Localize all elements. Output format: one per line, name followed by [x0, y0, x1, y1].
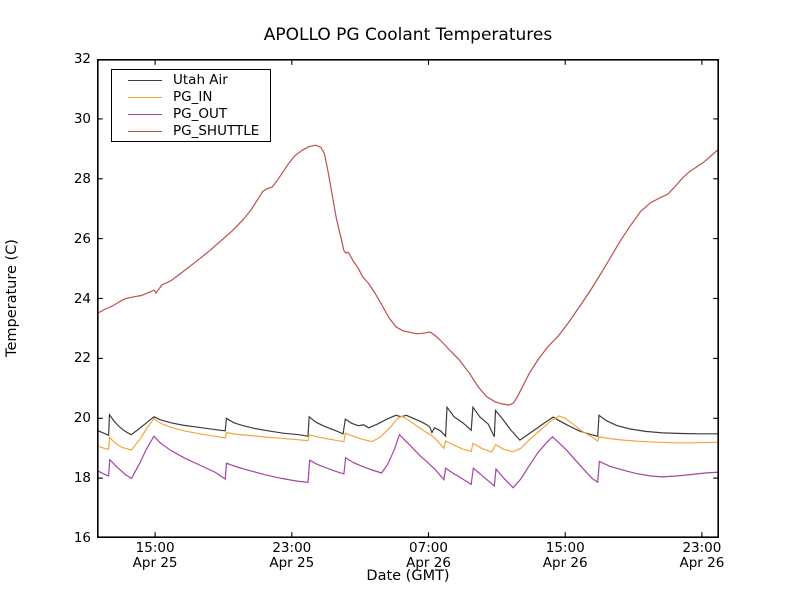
x-tick-date: Apr 26 [679, 555, 725, 571]
x-tick-time: 23:00 [272, 540, 312, 556]
x-tick-time: 23:00 [682, 540, 722, 556]
x-axis-label: Date (GMT) [366, 568, 450, 584]
x-tick-date: Apr 26 [406, 555, 451, 571]
legend-label: PG_OUT [173, 106, 228, 122]
y-tick-label: 20 [73, 410, 91, 427]
legend-line-icon [128, 113, 162, 115]
legend-line-icon [128, 79, 162, 81]
y-tick-label: 30 [73, 110, 91, 127]
x-tick-time: 15:00 [135, 540, 175, 556]
y-tick-label: 22 [73, 350, 91, 367]
legend-item: PG_IN [112, 89, 270, 106]
x-tick-label: 23:00 Apr 26 [657, 541, 747, 571]
chart-title: APOLLO PG Coolant Temperatures [263, 25, 553, 45]
x-tick-label: 07:00 Apr 26 [384, 541, 474, 571]
y-tick-label: 26 [73, 230, 91, 247]
x-tick-date: Apr 25 [269, 555, 315, 571]
x-tick-date: Apr 26 [542, 555, 588, 571]
y-tick-label: 24 [73, 290, 91, 307]
series-line-PG_SHUTTLE [97, 144, 719, 406]
x-tick-label: 15:00 Apr 25 [110, 541, 200, 571]
x-tick-time: 07:00 [409, 540, 448, 556]
x-tick-date: Apr 25 [132, 555, 178, 571]
legend: Utah Air PG_IN PG_OUT PG_SHUTTLE [111, 69, 271, 142]
x-tick-label: 23:00 Apr 25 [247, 541, 337, 571]
plot-border [97, 59, 719, 538]
legend-item: PG_SHUTTLE [112, 123, 270, 140]
legend-label: Utah Air [173, 72, 228, 88]
series-line-PG_OUT [97, 433, 719, 489]
legend-label: PG_SHUTTLE [173, 123, 260, 139]
legend-item: Utah Air [112, 72, 270, 89]
legend-line-icon [128, 96, 162, 98]
y-tick-label: 28 [73, 170, 91, 187]
x-tick-label: 15:00 Apr 26 [520, 541, 610, 571]
y-tick-label: 16 [73, 530, 91, 546]
plot-area [97, 59, 719, 538]
x-tick-time: 15:00 [545, 540, 585, 556]
legend-item: PG_OUT [112, 106, 270, 123]
y-tick-label: 18 [73, 470, 91, 487]
series-line-PG_IN [97, 415, 719, 453]
y-axis-label: Temperature (C) [4, 239, 20, 357]
y-tick-label: 32 [73, 51, 91, 67]
series-line-Utah Air [97, 405, 719, 441]
legend-label: PG_IN [173, 89, 213, 105]
legend-line-icon [128, 130, 162, 132]
